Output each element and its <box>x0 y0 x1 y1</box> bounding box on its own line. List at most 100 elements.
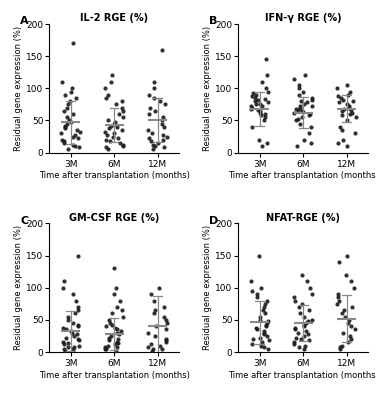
Point <box>306 112 312 118</box>
Point <box>105 146 111 153</box>
Point <box>114 124 120 130</box>
Point <box>103 95 109 101</box>
Point <box>162 336 168 342</box>
Point <box>345 320 351 326</box>
Point <box>307 284 313 291</box>
Point <box>250 124 256 130</box>
Point <box>152 307 158 313</box>
Point <box>297 310 303 317</box>
Point <box>119 104 125 111</box>
Point <box>60 284 66 291</box>
Title: IL-2 RGE (%): IL-2 RGE (%) <box>80 13 148 23</box>
Point <box>309 97 315 103</box>
Point <box>294 143 300 149</box>
Point <box>70 40 76 46</box>
Point <box>164 317 170 323</box>
Point <box>103 323 109 330</box>
Point <box>69 330 75 336</box>
Point <box>340 136 346 143</box>
Point <box>265 99 271 106</box>
Point <box>62 124 68 130</box>
Point <box>152 143 158 149</box>
Point <box>293 335 299 341</box>
Point <box>301 333 307 339</box>
Point <box>339 310 345 317</box>
Point <box>62 122 68 129</box>
Point <box>146 92 152 98</box>
Point <box>157 98 163 104</box>
Point <box>263 85 269 92</box>
Point <box>344 143 350 149</box>
Point <box>263 322 269 328</box>
Point <box>113 101 119 108</box>
Point <box>75 336 81 342</box>
Point <box>335 294 341 300</box>
Point <box>346 104 352 111</box>
Point <box>75 304 81 310</box>
Point <box>163 326 169 333</box>
Point <box>261 328 267 335</box>
Point <box>307 111 313 117</box>
Point <box>291 76 297 82</box>
Point <box>102 129 108 135</box>
Point <box>115 336 121 342</box>
Point <box>341 106 347 112</box>
Point <box>76 144 82 151</box>
Point <box>302 72 308 79</box>
Point <box>161 304 167 310</box>
Point <box>105 92 111 98</box>
Point <box>108 333 114 339</box>
Point <box>153 323 159 330</box>
Point <box>118 328 124 335</box>
Point <box>73 297 79 304</box>
Point <box>306 130 312 136</box>
Point <box>71 132 77 138</box>
Point <box>112 284 118 291</box>
Point <box>63 326 69 333</box>
Point <box>162 101 168 108</box>
Point <box>296 344 302 350</box>
Point <box>113 348 119 354</box>
Point <box>256 252 262 259</box>
Point <box>300 88 306 95</box>
Point <box>115 340 121 346</box>
Point <box>264 333 270 339</box>
Point <box>164 320 170 326</box>
Point <box>66 117 72 124</box>
Point <box>303 328 309 335</box>
Point <box>61 108 67 114</box>
Text: D: D <box>209 216 218 226</box>
Point <box>164 133 170 140</box>
Point <box>112 118 118 125</box>
Point <box>291 294 297 300</box>
Point <box>108 79 114 85</box>
Point <box>63 335 69 341</box>
Point <box>58 130 64 136</box>
Point <box>337 124 343 130</box>
Point <box>301 322 307 328</box>
Point <box>146 344 152 350</box>
Point <box>62 92 68 98</box>
Point <box>253 101 259 108</box>
Point <box>249 341 255 348</box>
Point <box>150 146 156 153</box>
Point <box>299 114 305 120</box>
Point <box>102 344 108 350</box>
Point <box>257 110 263 116</box>
Point <box>120 108 126 114</box>
Point <box>291 341 297 348</box>
Point <box>296 82 302 88</box>
Point <box>160 132 166 138</box>
Point <box>292 324 298 331</box>
Point <box>348 278 354 284</box>
Point <box>259 79 265 85</box>
Point <box>302 342 308 349</box>
Point <box>342 314 348 320</box>
Point <box>60 324 66 331</box>
Point <box>338 95 344 101</box>
Point <box>295 116 301 122</box>
Point <box>149 130 155 136</box>
Point <box>350 98 356 104</box>
Point <box>75 252 81 259</box>
Point <box>159 120 165 127</box>
